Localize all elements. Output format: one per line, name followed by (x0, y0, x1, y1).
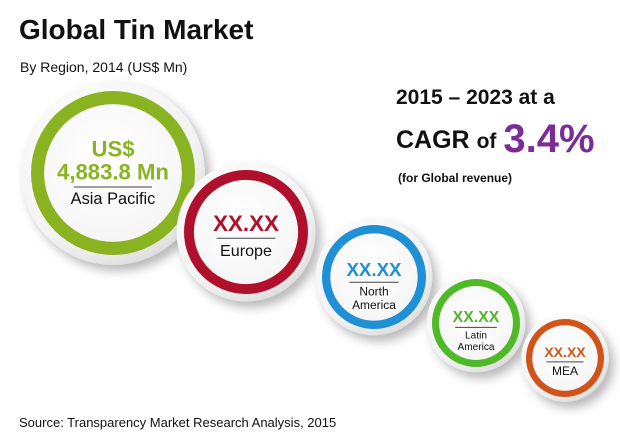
bubble-region-label: North (359, 284, 388, 298)
bubble-face (44, 104, 182, 242)
bubble-face (532, 325, 598, 391)
chart-subtitle: By Region, 2014 (US$ Mn) (20, 59, 188, 75)
bubble-value-label: XX.XX (346, 259, 402, 280)
cagr-value: 3.4% (503, 117, 595, 161)
bubble-region-label: MEA (552, 364, 578, 378)
bubble-europe: XX.XX Europe (176, 162, 316, 302)
source-note: Source: Transparency Market Research Ana… (19, 415, 337, 430)
bubble-region-label: America (457, 342, 494, 353)
bubble-value-label: XX.XX (213, 211, 279, 236)
bubble-mea: XX.XX MEA (521, 314, 609, 402)
bubble-asia-pacific: US$4,883.8 Mn Asia Pacific (21, 81, 205, 265)
cagr-statement: CAGR of 3.4% (396, 117, 595, 162)
cagr-period: 2015 – 2023 at a (396, 86, 555, 109)
bubble-region-label: Asia Pacific (71, 190, 156, 208)
bubble-value-label: 4,883.8 Mn (57, 160, 169, 185)
cagr-prefix: CAGR (396, 126, 470, 154)
bubble-value-label: XX.XX (544, 344, 586, 360)
bubble-region-label: Latin (465, 331, 487, 342)
bubble-face (193, 179, 299, 285)
cagr-of: of (476, 130, 497, 153)
bubble-region-label: America (352, 298, 396, 312)
bubble-face (330, 233, 418, 321)
cagr-note: (for Global revenue) (398, 171, 513, 185)
chart-title: Global Tin Market (19, 14, 254, 45)
bubble-region-label: Europe (220, 242, 272, 260)
bubble-face (439, 286, 513, 360)
bubble-currency: US$ (91, 137, 134, 162)
bubble-value-label: XX.XX (453, 309, 500, 326)
